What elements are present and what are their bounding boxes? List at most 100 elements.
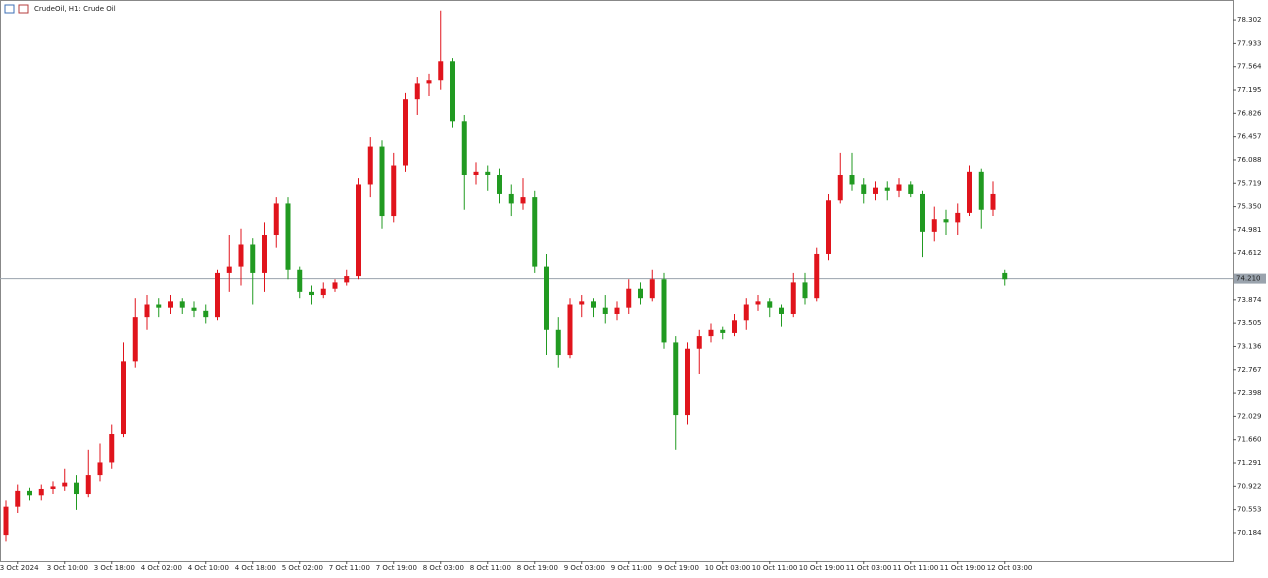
candle-body	[273, 203, 279, 236]
candle-body	[861, 184, 867, 194]
candle-body	[849, 174, 855, 185]
y-tick-label: 77.933	[1237, 39, 1262, 47]
candle-body	[591, 301, 596, 308]
candle-body	[15, 490, 21, 507]
y-tick-label: 72.398	[1237, 389, 1262, 397]
y-tick-label: 74.612	[1237, 249, 1262, 257]
x-tick-label: 8 Oct 11:00	[470, 564, 511, 572]
candle-body	[661, 279, 667, 343]
candle-body	[544, 266, 549, 330]
candle-body	[520, 197, 526, 204]
y-tick-label: 72.767	[1237, 366, 1262, 374]
current-price-box	[1234, 273, 1266, 284]
y-tick-label: 76.088	[1237, 156, 1262, 164]
x-tick-label: 10 Oct 11:00	[752, 564, 798, 572]
candle-body	[414, 83, 420, 100]
candle-body	[626, 288, 632, 308]
candle-body	[461, 121, 467, 175]
x-tick-label: 11 Oct 19:00	[940, 564, 986, 572]
y-tick-label: 71.291	[1237, 459, 1262, 467]
candle-body	[567, 304, 573, 356]
candle-body	[708, 329, 714, 337]
y-tick-label: 72.029	[1237, 412, 1262, 420]
candle-body	[990, 193, 996, 210]
candle-body	[344, 276, 350, 283]
candle-body	[555, 329, 561, 356]
candle-body	[121, 361, 126, 435]
candle-body	[97, 462, 103, 476]
candle-body	[297, 269, 303, 292]
candle-body	[967, 171, 972, 213]
candle-body	[826, 200, 831, 254]
candle-body	[802, 282, 808, 299]
x-tick-label: 4 Oct 02:00	[141, 564, 182, 572]
candle-body	[790, 282, 796, 314]
candle-body	[215, 272, 220, 318]
candle-body	[403, 99, 408, 166]
candle-body	[62, 482, 68, 487]
candle-body	[262, 235, 267, 273]
candle-body	[203, 310, 209, 318]
candle-body	[696, 336, 702, 349]
x-tick-label: 4 Oct 10:00	[188, 564, 229, 572]
candle-body	[450, 61, 455, 122]
x-tick-label: 9 Oct 03:00	[564, 564, 605, 572]
y-tick-label: 75.719	[1237, 179, 1262, 187]
candle-body	[74, 482, 79, 495]
x-tick-label: 7 Oct 19:00	[376, 564, 417, 572]
candle-body	[27, 490, 32, 496]
plot-frame	[0, 0, 1234, 562]
y-tick-label: 77.564	[1237, 63, 1262, 71]
icon	[4, 4, 15, 14]
x-tick-label: 7 Oct 11:00	[329, 564, 370, 572]
y-tick-label: 73.136	[1237, 342, 1262, 350]
y-tick-label: 78.302	[1237, 16, 1262, 24]
candle-body	[920, 193, 925, 232]
candle-body	[50, 486, 56, 489]
candle-body	[614, 307, 620, 314]
x-tick-label: 11 Oct 11:00	[893, 564, 939, 572]
candle-body	[896, 184, 902, 191]
y-tick-label: 73.874	[1237, 296, 1262, 304]
candle-body	[438, 61, 444, 81]
x-tick-label: 10 Oct 03:00	[705, 564, 751, 572]
candle-body	[250, 244, 256, 273]
candle-body	[144, 304, 150, 318]
candle-body	[320, 288, 326, 296]
candle-body	[485, 171, 491, 175]
candle-body	[85, 475, 91, 495]
candle-body	[285, 203, 291, 270]
y-tick-label: 70.922	[1237, 482, 1262, 490]
candle-body	[743, 304, 749, 321]
candle-body	[779, 307, 784, 314]
candle-body	[837, 174, 843, 201]
candle-body	[168, 301, 173, 308]
y-tick-label: 70.184	[1237, 529, 1262, 537]
candle-body	[638, 288, 643, 299]
candle-body	[978, 171, 984, 210]
y-tick-label: 76.457	[1237, 133, 1262, 141]
y-tick-label: 75.350	[1237, 203, 1262, 211]
candle-body	[532, 197, 538, 267]
x-tick-label: 9 Oct 11:00	[611, 564, 652, 572]
candle-body	[955, 212, 961, 223]
candle-body	[732, 320, 737, 333]
candle-body	[309, 291, 314, 296]
x-tick-label: 9 Oct 19:00	[658, 564, 699, 572]
y-tick-label: 73.505	[1237, 319, 1262, 327]
candle-body	[767, 301, 773, 308]
candle-body	[649, 279, 655, 299]
candle-body	[367, 146, 373, 185]
x-tick-label: 5 Oct 02:00	[282, 564, 323, 572]
x-tick-label: 3 Oct 10:00	[47, 564, 88, 572]
candle-body	[1002, 272, 1008, 280]
y-tick-label: 71.660	[1237, 436, 1262, 444]
candle-body	[720, 329, 726, 333]
x-tick-label: 4 Oct 18:00	[235, 564, 276, 572]
candle-body	[473, 171, 479, 175]
candle-body	[179, 301, 185, 308]
candle-body	[579, 301, 585, 305]
x-tick-label: 11 Oct 03:00	[846, 564, 892, 572]
y-tick-label: 76.826	[1237, 109, 1262, 117]
